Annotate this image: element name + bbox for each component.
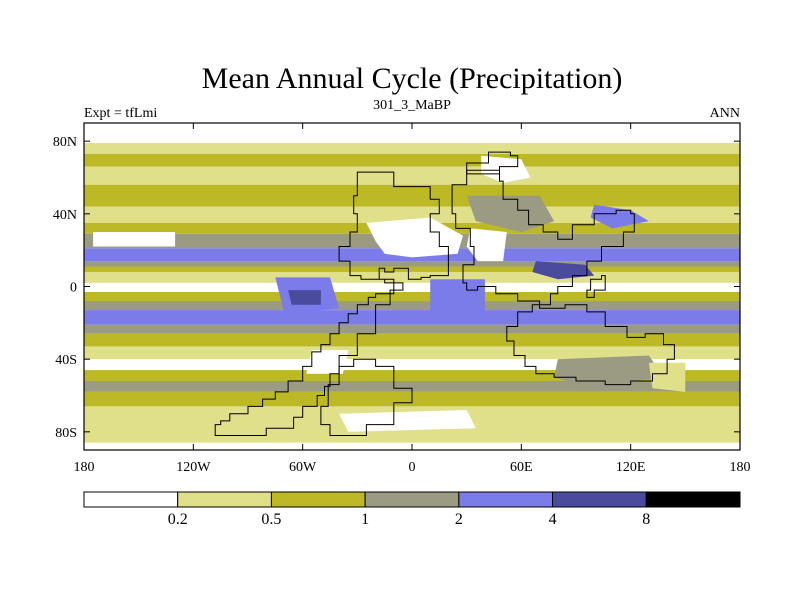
zonal-band-3 xyxy=(84,166,740,185)
outline-east-island xyxy=(586,275,606,298)
zonal-band-21 xyxy=(84,380,740,392)
y-tick-label-3: 40S xyxy=(55,353,77,368)
region-australia-gray xyxy=(554,355,664,387)
chart-title: Mean Annual Cycle (Precipitation) xyxy=(202,62,623,95)
region-amazon-core xyxy=(288,290,321,305)
colorbar-swatch-3 xyxy=(364,491,460,508)
continent-outlines xyxy=(214,151,675,436)
y-tick-label-0: 80N xyxy=(53,135,77,150)
axes: 180 120W 60W 0 60E 120E 180 80N 40N 0 40S 80S xyxy=(53,123,751,475)
x-tick-label-5: 120E xyxy=(616,460,646,475)
zonal-band-12 xyxy=(84,282,740,292)
zonal-band-10 xyxy=(84,266,740,272)
zonal-band-14 xyxy=(84,301,740,311)
zonal-band-15 xyxy=(84,310,740,325)
colorbar-label-2: 1 xyxy=(361,511,369,528)
x-tick-label-1: 120W xyxy=(176,460,211,475)
colorbar-label-0: 0.2 xyxy=(168,511,188,528)
zonal-band-16 xyxy=(84,324,740,334)
outline-central-continent xyxy=(451,169,675,386)
colorbar: 0.2 0.5 1 2 4 8 xyxy=(83,491,741,528)
zonal-band-17 xyxy=(84,333,740,347)
colorbar-label-4: 4 xyxy=(549,511,557,528)
region-australia-dry xyxy=(648,362,686,392)
zonal-band-19 xyxy=(84,359,740,371)
zonal-band-11 xyxy=(84,271,740,283)
subtitle-center: 301_3_MaBP xyxy=(373,98,451,113)
colorbar-swatch-6 xyxy=(645,491,741,508)
x-tick-label-0: 180 xyxy=(74,460,95,475)
zonal-band-24 xyxy=(84,424,740,443)
zonal-band-13 xyxy=(84,291,740,302)
region-central-africa-wet xyxy=(430,279,485,312)
x-tick-label-4: 60E xyxy=(510,460,533,475)
x-tick-label-3: 0 xyxy=(409,460,416,475)
region-arabia-dry xyxy=(466,228,507,262)
zonal-band-4 xyxy=(84,184,740,207)
y-tick-label-4: 80S xyxy=(55,426,77,441)
region-asia-gray xyxy=(466,195,555,232)
subtitle-right: ANN xyxy=(710,106,740,121)
outline-northern-island xyxy=(466,151,519,175)
colorbar-swatch-4 xyxy=(458,491,554,508)
region-north-africa-dry xyxy=(366,217,463,258)
colorbar-swatch-2 xyxy=(270,491,366,508)
zonal-band-18 xyxy=(84,346,740,360)
subtitle-left: Expt = tfLmi xyxy=(84,106,157,121)
colorbar-label-3: 2 xyxy=(455,511,463,528)
zonal-band-0 xyxy=(84,123,740,143)
outline-southern-continent xyxy=(320,358,413,436)
colorbar-label-5: 8 xyxy=(642,511,650,528)
outline-western-continent xyxy=(214,171,449,436)
region-southern-ocean-dry xyxy=(339,410,476,432)
zonal-band-5 xyxy=(84,206,740,223)
y-tick-label-2: 0 xyxy=(70,281,77,296)
colorbar-label-1: 0.5 xyxy=(261,511,281,528)
zonal-band-2 xyxy=(84,153,740,167)
colorbar-swatch-1 xyxy=(177,491,272,508)
zonal-band-1 xyxy=(84,142,740,154)
x-tick-label-2: 60W xyxy=(289,460,317,475)
region-south-america-dry xyxy=(306,350,349,374)
zonal-band-9 xyxy=(84,261,740,267)
y-tick-label-1: 40N xyxy=(53,208,77,223)
x-tick-label-6: 180 xyxy=(730,460,751,475)
region-maritime-continent-wet xyxy=(532,261,595,280)
zonal-band-20 xyxy=(84,370,740,381)
colorbar-swatch-0 xyxy=(83,491,179,508)
region-north-pacific-white xyxy=(93,232,176,247)
colorbar-swatch-5 xyxy=(552,491,647,508)
